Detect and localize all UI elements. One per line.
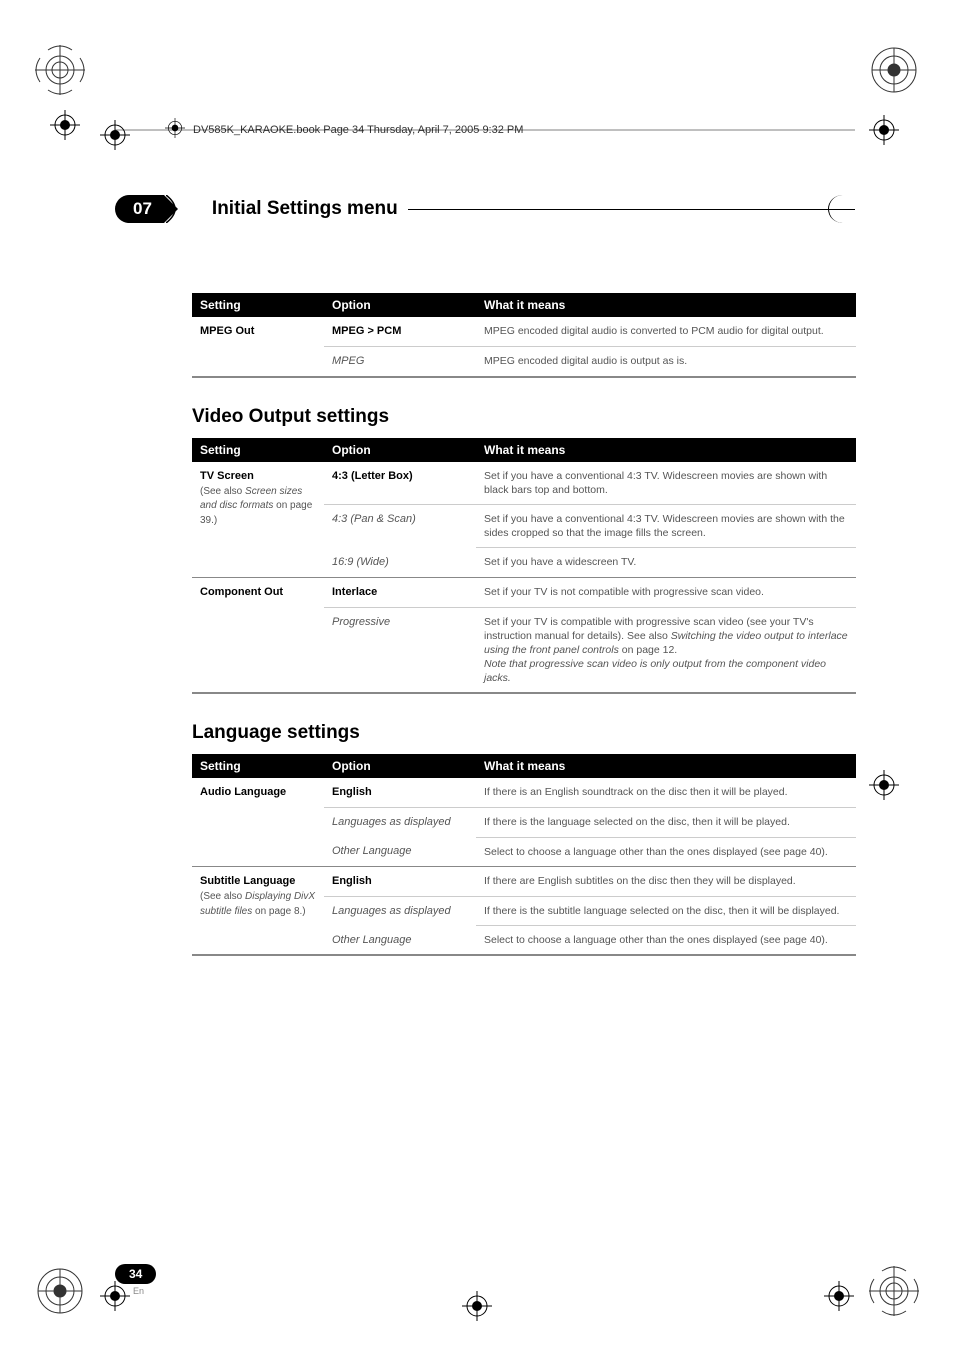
mpeg-out-table: Setting Option What it means MPEG Out MP… — [192, 293, 856, 378]
page-number: 34 — [115, 1264, 156, 1284]
chapter-bar: 07 Initial Settings menu — [115, 195, 855, 223]
table-row: Component Out Interlace Set if your TV i… — [192, 577, 856, 607]
table-row: Audio Language English If there is an En… — [192, 778, 856, 807]
option-cell: 16:9 (Wide) — [324, 548, 476, 577]
table-header-row: Setting Option What it means — [192, 438, 856, 462]
corner-ornament-br — [864, 1261, 924, 1321]
col-option: Option — [324, 754, 476, 778]
table-row: Subtitle Language (See also Displaying D… — [192, 866, 856, 896]
page-footer: 34 En — [115, 1264, 156, 1296]
option-cell: English — [324, 866, 476, 896]
col-setting: Setting — [192, 754, 324, 778]
setting-cell: Subtitle Language (See also Displaying D… — [192, 866, 324, 955]
col-setting: Setting — [192, 438, 324, 462]
desc-cell: If there is the language selected on the… — [476, 808, 856, 837]
setting-cell: MPEG Out — [192, 317, 324, 377]
reg-mark-top-right — [869, 115, 899, 145]
desc-cell: MPEG encoded digital audio is converted … — [476, 317, 856, 346]
video-output-table: Setting Option What it means TV Screen (… — [192, 438, 856, 695]
option-cell: English — [324, 778, 476, 807]
col-option: Option — [324, 293, 476, 317]
option-cell: Languages as displayed — [324, 808, 476, 837]
col-meaning: What it means — [476, 438, 856, 462]
col-meaning: What it means — [476, 293, 856, 317]
header-rule — [115, 108, 855, 138]
option-cell: 4:3 (Pan & Scan) — [324, 505, 476, 548]
setting-cell: Audio Language — [192, 778, 324, 866]
video-section-title: Video Output settings — [192, 406, 855, 428]
setting-sub: (See also Screen sizes and disc formats … — [200, 486, 312, 527]
option-cell: Progressive — [324, 607, 476, 693]
option-cell: MPEG — [324, 346, 476, 376]
setting-cell: Component Out — [192, 577, 324, 693]
desc-cell: Set if you have a widescreen TV. — [476, 548, 856, 577]
chapter-line — [408, 209, 855, 210]
table-header-row: Setting Option What it means — [192, 293, 856, 317]
desc-cell: Set if you have a conventional 4:3 TV. W… — [476, 505, 856, 548]
corner-ornament-tr — [864, 40, 924, 100]
reg-mark-bottom-center — [462, 1291, 492, 1321]
chapter-number: 07 — [115, 195, 164, 223]
col-option: Option — [324, 438, 476, 462]
reg-mark-right — [869, 770, 899, 800]
table-row: TV Screen (See also Screen sizes and dis… — [192, 462, 856, 505]
setting-sub: (See also Displaying DivX subtitle files… — [200, 891, 315, 917]
desc-cell: Set if you have a conventional 4:3 TV. W… — [476, 462, 856, 505]
option-cell: MPEG > PCM — [324, 317, 476, 346]
table-row: MPEG Out MPEG > PCM MPEG encoded digital… — [192, 317, 856, 346]
desc-cell: Set if your TV is compatible with progre… — [476, 607, 856, 693]
option-cell: Languages as displayed — [324, 896, 476, 925]
desc-cell: If there is an English soundtrack on the… — [476, 778, 856, 807]
desc-cell: Select to choose a language other than t… — [476, 926, 856, 956]
setting-cell: TV Screen (See also Screen sizes and dis… — [192, 462, 324, 578]
corner-ornament-bl — [30, 1261, 90, 1321]
chapter-title: Initial Settings menu — [212, 198, 398, 220]
desc-cell: Select to choose a language other than t… — [476, 837, 856, 866]
col-meaning: What it means — [476, 754, 856, 778]
option-cell: Other Language — [324, 926, 476, 956]
setting-name: Subtitle Language — [200, 875, 295, 887]
corner-ornament-tl — [30, 40, 90, 100]
option-cell: Other Language — [324, 837, 476, 866]
setting-name: TV Screen — [200, 470, 254, 482]
option-cell: 4:3 (Letter Box) — [324, 462, 476, 505]
desc-cell: MPEG encoded digital audio is output as … — [476, 346, 856, 376]
reg-mark-left — [50, 110, 80, 140]
page-lang: En — [133, 1286, 156, 1296]
desc-cell: If there are English subtitles on the di… — [476, 866, 856, 896]
language-section-title: Language settings — [192, 722, 855, 744]
language-settings-table: Setting Option What it means Audio Langu… — [192, 754, 856, 956]
reg-mark-bottom-right — [824, 1281, 854, 1311]
desc-cell: Set if your TV is not compatible with pr… — [476, 577, 856, 607]
table-header-row: Setting Option What it means — [192, 754, 856, 778]
option-cell: Interlace — [324, 577, 476, 607]
desc-cell: If there is the subtitle language select… — [476, 896, 856, 925]
col-setting: Setting — [192, 293, 324, 317]
